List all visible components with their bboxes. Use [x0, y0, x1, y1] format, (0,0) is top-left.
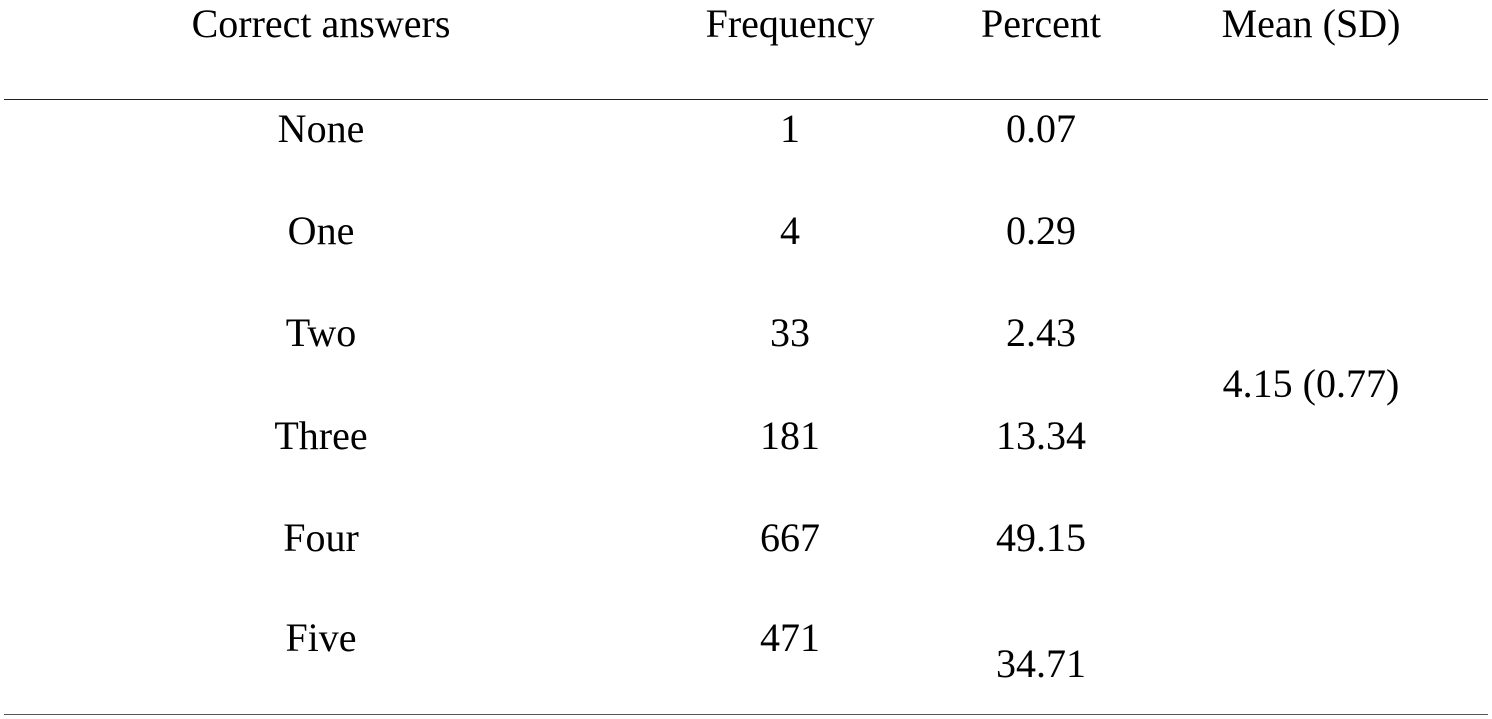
header-correct-answers: Correct answers: [191, 1, 451, 46]
row-percent: 2.43: [1006, 310, 1076, 355]
row-frequency: 33: [770, 310, 810, 355]
row-frequency: 471: [760, 615, 820, 660]
row-percent: 49.15: [996, 515, 1086, 560]
row-label: Three: [274, 413, 368, 458]
row-label: Four: [283, 515, 359, 560]
row-percent: 34.71: [996, 641, 1086, 686]
header-rule: [4, 99, 1488, 100]
header-percent: Percent: [981, 1, 1101, 46]
row-percent: 0.29: [1006, 208, 1076, 253]
mean-sd-value: 4.15 (0.77): [1222, 361, 1400, 406]
row-frequency: 181: [760, 413, 820, 458]
row-frequency: 4: [780, 208, 800, 253]
row-label: Two: [285, 310, 357, 355]
row-frequency: 667: [760, 515, 820, 560]
row-label: One: [287, 208, 355, 253]
row-percent: 0.07: [1006, 106, 1076, 151]
row-percent: 13.34: [996, 413, 1086, 458]
row-label: Five: [285, 615, 357, 660]
row-label: None: [277, 106, 365, 151]
bottom-rule: [4, 714, 1488, 715]
row-frequency: 1: [780, 106, 800, 151]
header-frequency: Frequency: [705, 1, 875, 46]
header-mean-sd: Mean (SD): [1221, 1, 1401, 46]
